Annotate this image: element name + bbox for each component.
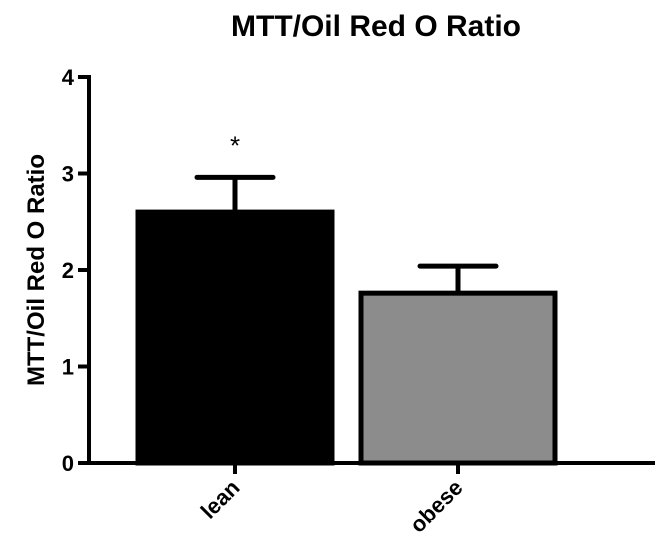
x-tick-label-lean: lean <box>196 475 245 524</box>
x-tick-label-obese: obese <box>405 475 468 538</box>
bar-lean <box>135 209 335 466</box>
y-tick-label: 1 <box>62 355 74 380</box>
y-axis-label: MTT/Oil Red O Ratio <box>23 154 50 386</box>
chart-title: MTT/Oil Red O Ratio <box>231 10 521 43</box>
plot-area: * 0 1 2 3 4 lean obese <box>62 65 655 538</box>
bar-obese <box>358 290 558 466</box>
y-tick-label: 2 <box>62 258 74 283</box>
y-tick-label: 0 <box>62 451 74 476</box>
y-tick-label: 4 <box>62 65 75 90</box>
y-tick-label: 3 <box>62 162 74 187</box>
significance-marker: * <box>230 130 240 160</box>
